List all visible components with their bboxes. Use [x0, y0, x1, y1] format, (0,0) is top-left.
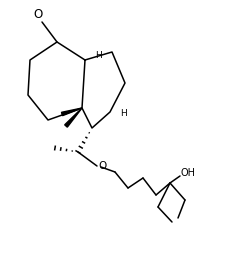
Text: H: H [119, 110, 126, 118]
Text: H: H [94, 51, 101, 60]
Polygon shape [64, 108, 82, 127]
Text: OH: OH [180, 168, 195, 178]
Text: O: O [33, 7, 43, 20]
Text: O: O [99, 161, 107, 171]
Polygon shape [61, 108, 82, 116]
